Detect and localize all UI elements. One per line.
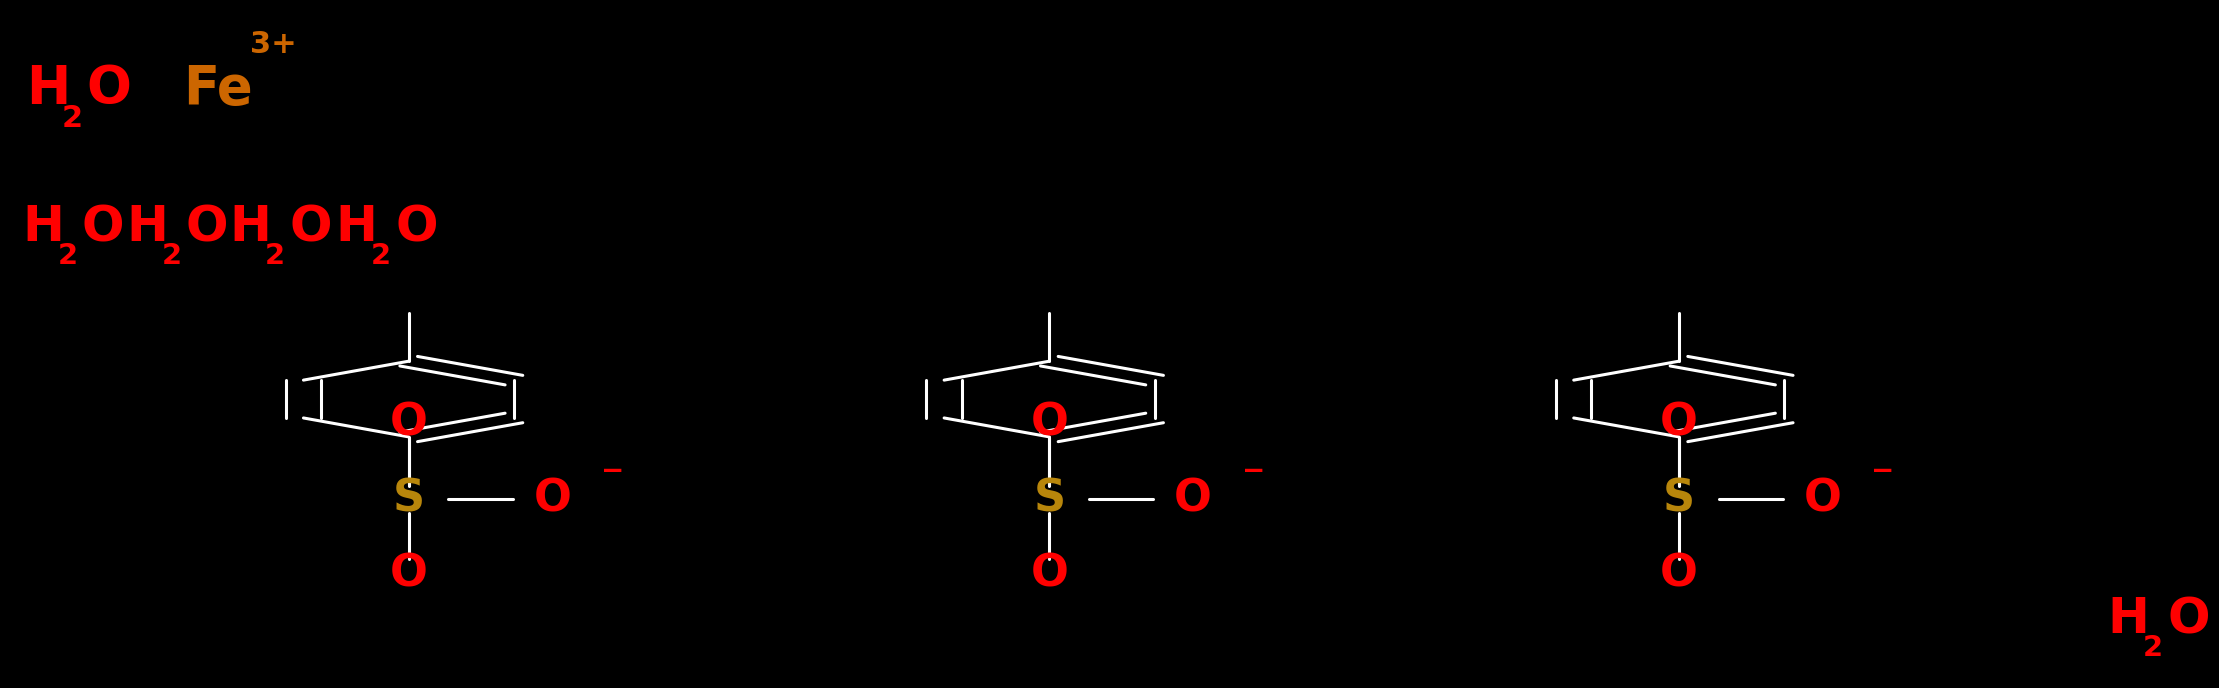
Text: Fe: Fe <box>184 63 253 116</box>
Text: S: S <box>393 477 424 520</box>
Text: 3+: 3+ <box>249 30 297 59</box>
Text: S: S <box>1034 477 1065 520</box>
Text: O: O <box>1030 402 1067 444</box>
Text: H: H <box>126 203 169 251</box>
Text: O: O <box>1804 477 1842 520</box>
Text: O: O <box>87 63 131 116</box>
Text: H: H <box>231 203 271 251</box>
Text: 2: 2 <box>371 242 391 270</box>
Text: 2: 2 <box>264 242 286 270</box>
Text: 2: 2 <box>62 104 82 133</box>
Text: H: H <box>22 203 64 251</box>
Text: −: − <box>1871 458 1895 485</box>
Text: O: O <box>395 203 437 251</box>
Text: −: − <box>601 458 624 485</box>
Text: H: H <box>27 63 71 116</box>
Text: O: O <box>391 553 428 596</box>
Text: O: O <box>288 203 333 251</box>
Text: O: O <box>2168 595 2210 643</box>
Text: O: O <box>1660 402 1698 444</box>
Text: O: O <box>186 203 229 251</box>
Text: O: O <box>1174 477 1212 520</box>
Text: −: − <box>1243 458 1265 485</box>
Text: O: O <box>533 477 570 520</box>
Text: O: O <box>1030 553 1067 596</box>
Text: O: O <box>82 203 124 251</box>
Text: S: S <box>1662 477 1695 520</box>
Text: 2: 2 <box>2144 634 2164 662</box>
Text: O: O <box>391 402 428 444</box>
Text: H: H <box>335 203 377 251</box>
Text: H: H <box>2108 595 2150 643</box>
Text: 2: 2 <box>58 242 78 270</box>
Text: O: O <box>1660 553 1698 596</box>
Text: 2: 2 <box>162 242 182 270</box>
